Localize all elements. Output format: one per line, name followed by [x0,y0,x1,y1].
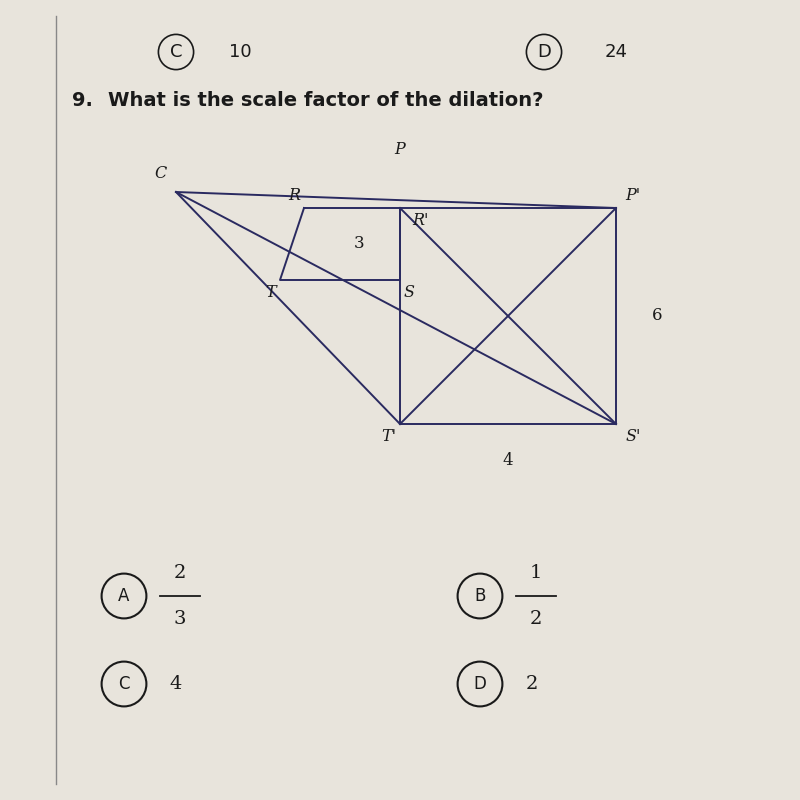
Text: What is the scale factor of the dilation?: What is the scale factor of the dilation… [108,90,543,110]
Text: A: A [118,587,130,605]
Text: C: C [154,166,166,182]
Text: 2: 2 [530,610,542,629]
Text: T': T' [381,428,396,445]
Text: D: D [474,675,486,693]
Text: 10: 10 [229,43,251,61]
Text: 9.: 9. [72,90,93,110]
Text: 4: 4 [170,675,182,693]
Text: P: P [394,142,406,158]
Text: B: B [474,587,486,605]
Text: D: D [537,43,551,61]
Text: 24: 24 [605,43,627,61]
Text: 4: 4 [502,452,514,469]
Text: S: S [404,284,415,301]
Text: T: T [266,284,276,301]
Text: C: C [118,675,130,693]
Text: S': S' [626,428,641,445]
Text: 2: 2 [526,675,538,693]
Text: 3: 3 [354,235,364,253]
Text: C: C [170,43,182,61]
Text: 6: 6 [652,307,662,325]
Text: P': P' [626,187,641,204]
Text: 1: 1 [530,563,542,582]
Text: R: R [288,187,300,204]
Text: R': R' [412,212,428,229]
Text: 2: 2 [174,563,186,582]
Text: 3: 3 [174,610,186,629]
